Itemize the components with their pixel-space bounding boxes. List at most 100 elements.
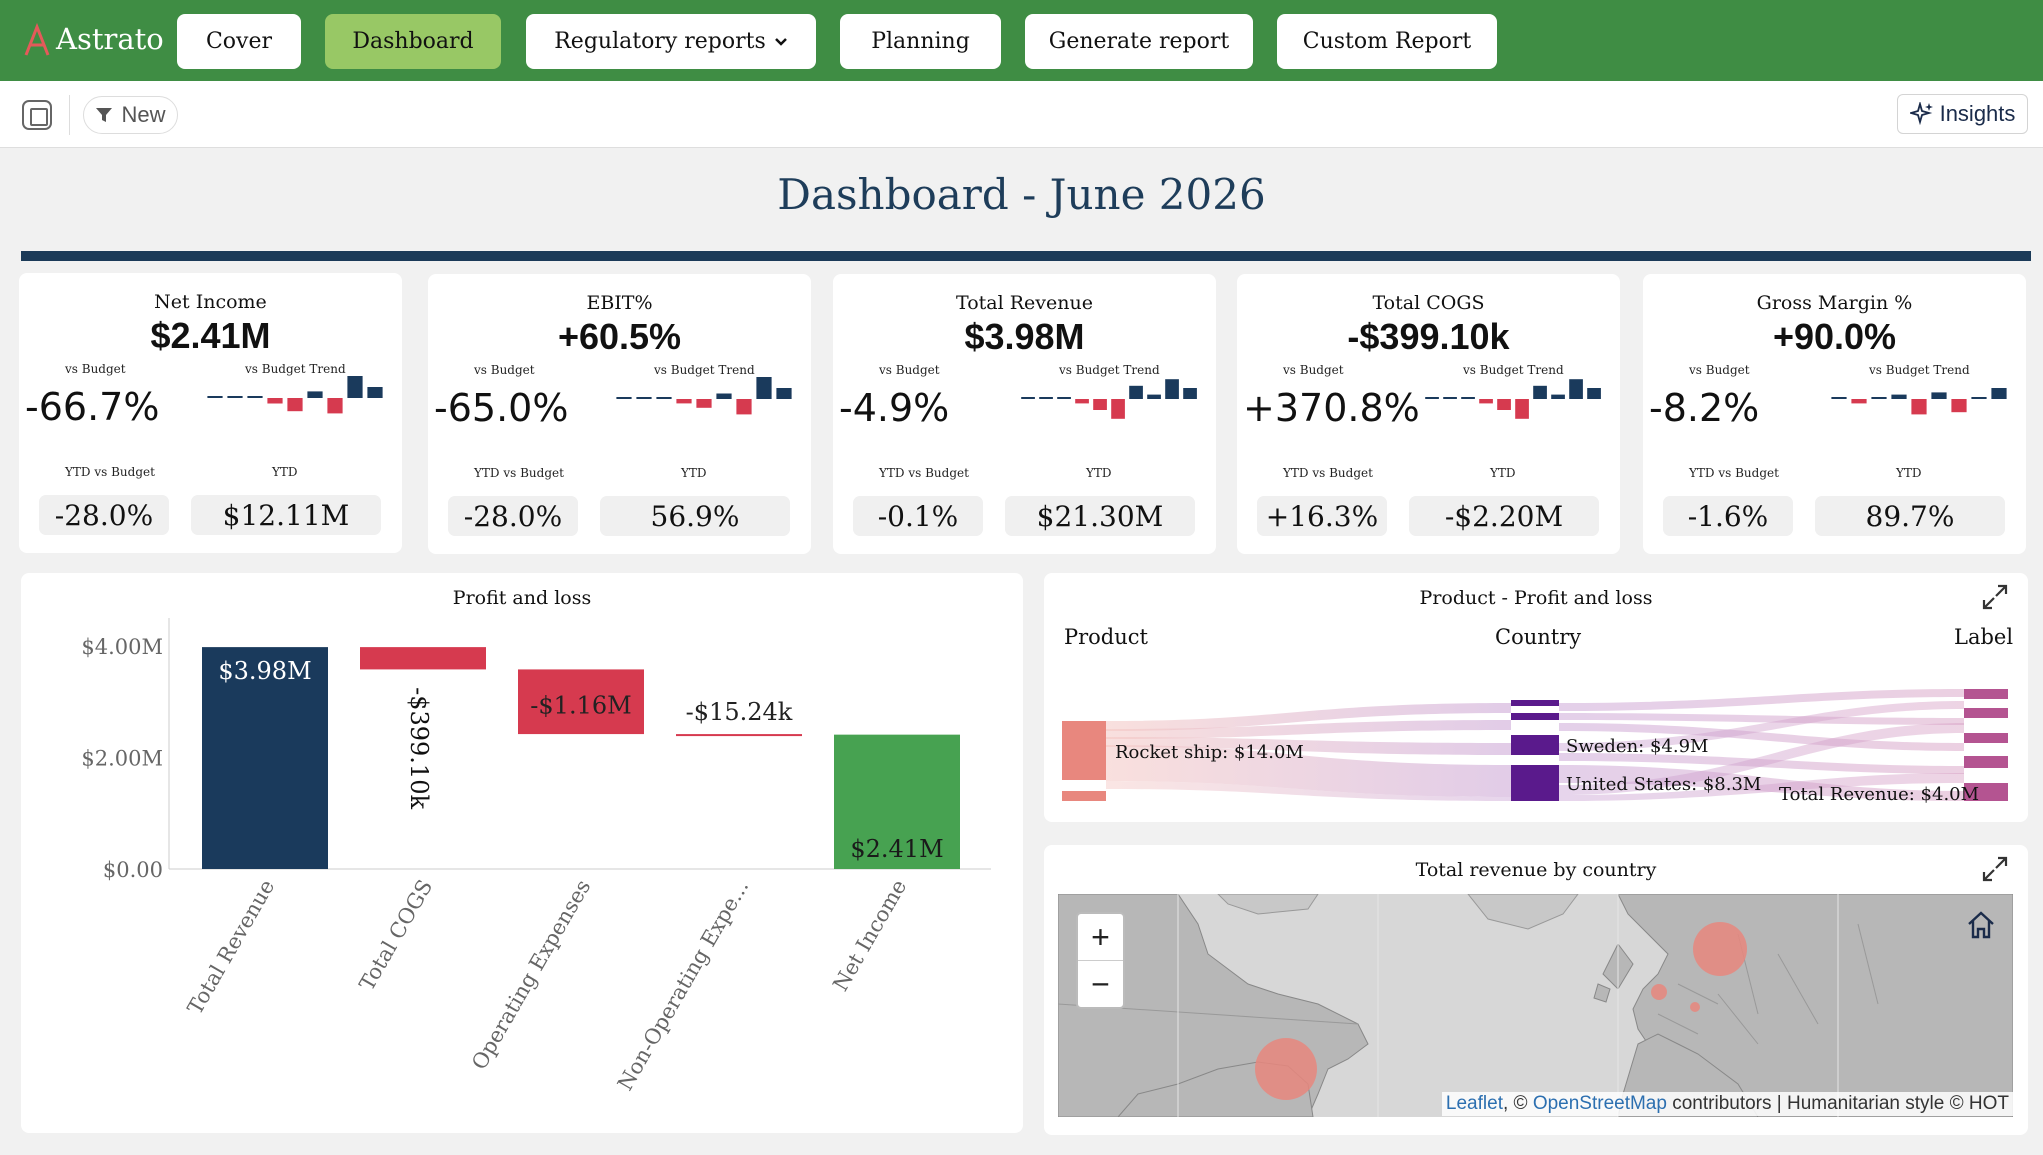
world-map[interactable] [1058,894,2013,1117]
sparkline-bar [1425,397,1439,399]
sparkline-bar [227,396,243,398]
sparkle-icon [1909,102,1933,126]
app-logo[interactable]: Astrato [22,14,164,64]
sparkline-bar [1871,397,1887,399]
leaflet-link[interactable]: Leaflet [1445,1093,1503,1114]
tab-generate-report[interactable]: Generate report [1025,14,1253,69]
sparkline-bar [1479,399,1493,404]
kpi-ytd-label: YTD [1086,466,1112,480]
tab-custom-label: Custom Report [1302,29,1472,54]
kpi-name: Total Revenue [956,292,1093,314]
title-divider [21,251,2031,261]
filter-icon [96,108,113,122]
kpi-name: Total COGS [1372,292,1485,314]
sparkline-bar [696,399,712,408]
sankey-diagram [1062,689,2008,801]
sankey-header-label: Label [1954,625,2014,649]
tab-dashboard[interactable]: Dashboard [325,14,501,69]
waterfall-bar[interactable] [360,647,486,670]
kpi-card: Total COGS -$399.10k vs Budget vs Budget… [1237,274,1620,554]
product-profit-loss-panel: Product - Profit and loss Product Countr… [1044,573,2028,822]
sparkline-bar [656,397,672,399]
sparkline-bar [267,398,283,404]
panel-toggle-icon[interactable] [22,100,52,130]
kpi-ytd-vs-budget-label: YTD vs Budget [1283,466,1373,480]
new-filter-button[interactable]: New [83,96,178,134]
waterfall-bar[interactable] [202,647,328,869]
waterfall-bar[interactable] [676,734,802,737]
expand-icon[interactable] [1981,855,2009,883]
sparkline-bar [1931,392,1947,399]
kpi-value: +90.0% [1772,316,1897,357]
sparkline-bar [1569,379,1583,399]
sparkline-bar [1039,397,1053,399]
kpi-value: +60.5% [557,316,682,357]
profit-loss-panel: Profit and loss $4.00M $2.00M $0.00 $3.98M T… [21,573,1023,1133]
sankey-header-country: Country [1495,625,1582,649]
tab-custom-report[interactable]: Custom Report [1277,14,1497,69]
app-logo-text: Astrato [56,22,164,56]
sparkline-bar [676,399,692,404]
sankey-label-united-states: United States: $8.3M [1566,774,1762,795]
map-tiles [1058,894,2013,1117]
sparkline-bar [207,396,223,398]
openstreetmap-link[interactable]: OpenStreetMap [1532,1093,1667,1114]
zoom-in-button[interactable]: + [1078,914,1123,961]
tab-generate-label: Generate report [1048,29,1230,54]
kpi-trend-sparkline [1021,379,1197,419]
sparkline-bar [1951,399,1967,413]
sankey-label-total-revenue: Total Revenue: $4.0M [1779,784,1980,805]
kpi-ytd-value: -$2.20M [1409,496,1599,536]
insights-button[interactable]: Insights [1897,94,2028,134]
top-navigation-bar: Astrato Cover Dashboard Regulatory repor… [0,0,2043,81]
kpi-ytd-vs-budget-label: YTD vs Budget [65,465,155,479]
page-title: Dashboard - June 2026 [777,170,1266,219]
kpi-card: EBIT% +60.5% vs Budget vs Budget Trend -… [428,274,811,554]
sparkline-bar [1165,379,1179,399]
x-category-label: Non-Operating Expe... [613,876,753,1095]
tab-cover[interactable]: Cover [177,14,301,69]
sparkline-bar [1093,399,1107,410]
y-tick-label: $0.00 [103,858,163,882]
chevron-down-icon [774,37,787,46]
kpi-name: EBIT% [586,292,653,314]
waterfall-bar[interactable] [518,669,644,735]
sparkline-bar [1461,397,1475,399]
sankey-label-product: Rocket ship: $14.0M [1115,742,1304,763]
sparkline-bar [616,397,632,399]
new-filter-label: New [121,102,166,127]
kpi-ytd-vs-budget-value: -0.1% [853,496,983,536]
sparkline-bar [287,398,303,412]
kpi-trend-sparkline [207,376,383,414]
profit-loss-title: Profit and loss [452,587,592,609]
tab-planning[interactable]: Planning [840,14,1001,69]
sparkline-bar [1911,399,1927,415]
tab-regulatory-reports[interactable]: Regulatory reports [526,14,816,69]
profit-loss-chart: $4.00M $2.00M $0.00 $3.98M Total Revenue -$39… [81,618,991,1095]
x-category-label: Net Income [828,876,911,996]
y-tick-label: $4.00M [81,635,163,659]
sparkline-bar [1971,397,1987,399]
waterfall-bar[interactable] [834,734,960,869]
bar-value-label: $3.98M [218,657,311,685]
attribution-rest: contributors | Humanitarian style © HOT [1666,1093,2009,1114]
sparkline-bar [1891,394,1907,399]
kpi-trend-label: vs Budget Trend [654,363,755,377]
zoom-out-button[interactable]: − [1091,966,1110,1002]
sparkline-bar [1111,399,1125,419]
kpi-value: $2.41M [150,315,271,356]
expand-icon[interactable] [1981,583,2009,611]
kpi-ytd-label: YTD [1896,466,1922,480]
kpi-trend-label: vs Budget Trend [245,362,346,376]
sparkline-bar [1991,388,2007,399]
kpi-trend-sparkline [1831,388,2007,415]
y-tick-label: $2.00M [81,747,163,771]
kpi-vs-budget-label: vs Budget [65,362,126,376]
sparkline-bar [1147,394,1161,399]
kpi-trend-label: vs Budget Trend [1059,363,1160,377]
home-icon[interactable] [1966,910,1996,940]
tab-planning-label: Planning [871,29,970,54]
sparkline-bar [756,377,772,399]
sparkline-bar [1021,397,1035,399]
kpi-vs-budget-value: +370.8% [1243,386,1420,430]
